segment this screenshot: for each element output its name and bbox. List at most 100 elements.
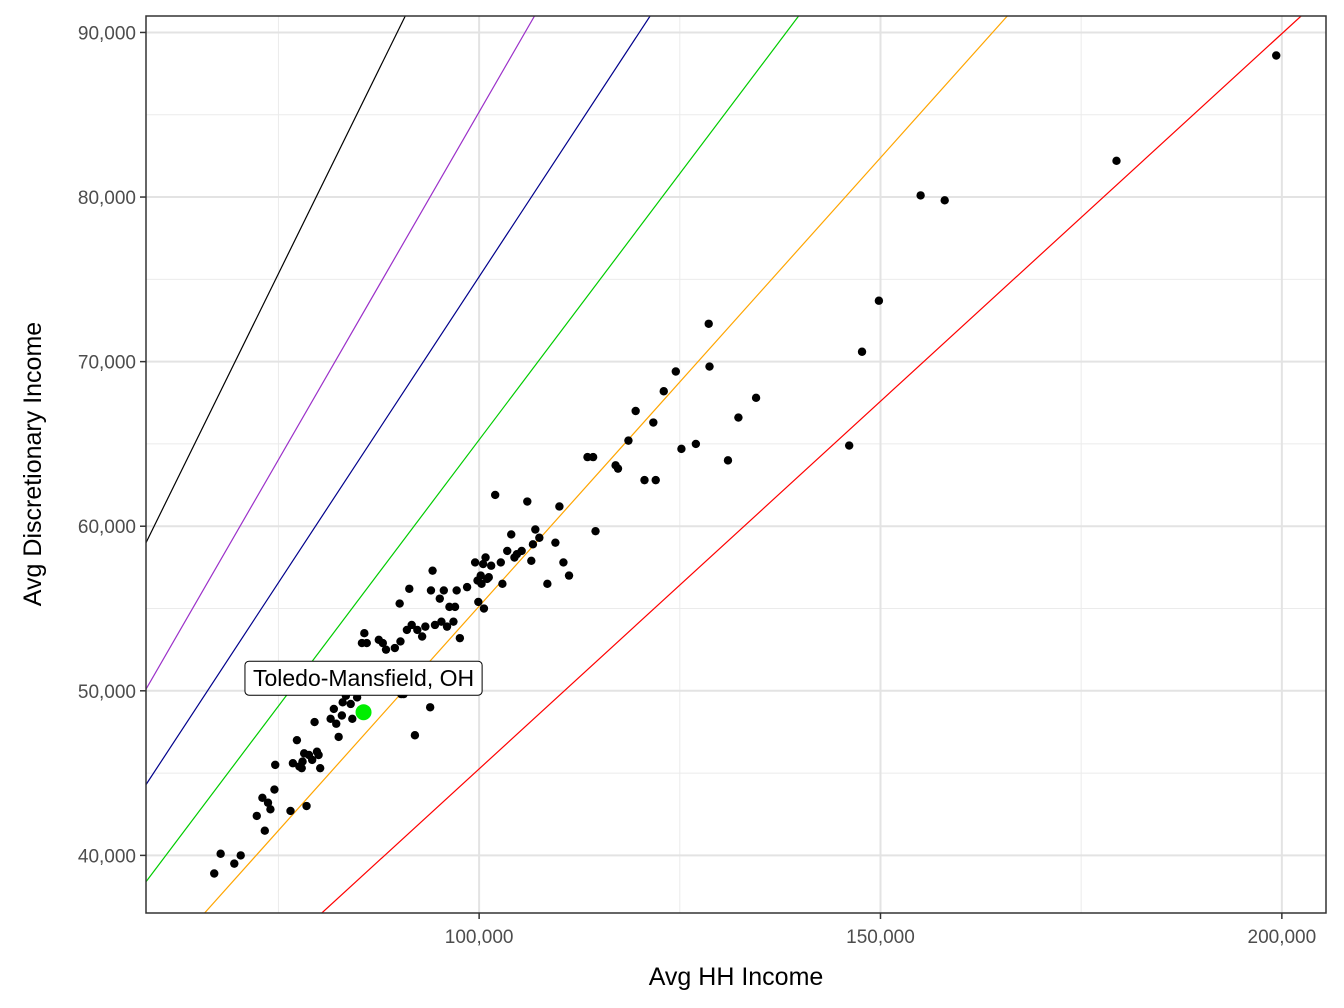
- data-point: [348, 714, 357, 723]
- reference-line: [321, 16, 1302, 913]
- data-point: [474, 597, 483, 607]
- data-point: [455, 633, 465, 643]
- data-point: [486, 561, 496, 570]
- data-point: [426, 586, 436, 595]
- data-point: [691, 439, 701, 449]
- data-point: [531, 525, 540, 534]
- data-point: [940, 196, 949, 205]
- data-point: [613, 464, 623, 473]
- reference-lines: [146, 16, 1302, 913]
- data-point: [1112, 156, 1121, 166]
- data-point: [329, 704, 339, 714]
- data-point: [479, 604, 489, 613]
- data-point: [528, 540, 538, 549]
- data-point: [470, 558, 480, 567]
- data-point: [651, 475, 660, 485]
- data-point: [286, 806, 295, 816]
- plot-background: [146, 16, 1326, 913]
- data-point: [410, 731, 420, 740]
- highlight-point: [355, 704, 372, 721]
- data-point: [437, 617, 446, 626]
- data-point: [230, 859, 239, 868]
- data-point: [484, 573, 493, 582]
- data-point: [649, 418, 658, 427]
- data-point: [857, 347, 867, 356]
- y-axis-title: Avg Discretionary Income: [19, 322, 47, 606]
- data-point: [297, 763, 306, 773]
- data-point: [298, 757, 307, 766]
- data-point: [395, 599, 404, 608]
- data-point: [591, 526, 600, 536]
- data-point: [631, 406, 640, 416]
- data-point: [435, 594, 444, 603]
- data-point: [417, 632, 427, 641]
- data-point: [476, 571, 485, 580]
- data-point: [396, 637, 405, 646]
- data-point: [390, 643, 400, 653]
- data-point: [271, 760, 280, 770]
- data-point: [263, 798, 273, 807]
- data-point: [452, 586, 461, 595]
- data-point: [723, 456, 733, 465]
- data-point: [535, 533, 544, 542]
- data-point: [430, 620, 440, 630]
- reference-line: [146, 16, 651, 785]
- data-point: [450, 602, 460, 612]
- data-point: [677, 444, 686, 454]
- data-point: [314, 750, 323, 760]
- plot-border: [145, 15, 1327, 914]
- data-point: [640, 475, 649, 485]
- major-gridlines: [146, 16, 1326, 913]
- data-point: [310, 717, 319, 727]
- data-point: [751, 393, 761, 403]
- data-point: [428, 566, 437, 575]
- data-point: [425, 703, 435, 712]
- data-point: [405, 584, 414, 593]
- data-point: [270, 785, 279, 794]
- reference-line: [146, 16, 536, 690]
- data-point: [496, 558, 506, 567]
- minor-gridlines: [146, 16, 1326, 913]
- data-point: [523, 497, 532, 506]
- data-point: [360, 629, 369, 638]
- data-point: [844, 441, 854, 450]
- data-point: [216, 849, 225, 858]
- data-point: [671, 367, 680, 376]
- data-point: [507, 530, 516, 539]
- data-point: [559, 558, 568, 567]
- data-point: [337, 711, 347, 720]
- data-point: [1272, 51, 1281, 60]
- data-point: [346, 699, 355, 709]
- reference-line: [146, 16, 406, 543]
- data-point: [266, 805, 275, 814]
- data-point: [624, 436, 633, 445]
- annotation-box: [244, 660, 483, 696]
- data-point: [315, 763, 325, 773]
- data-point: [564, 571, 574, 580]
- data-point: [378, 638, 388, 648]
- data-point: [705, 362, 714, 371]
- data-point: [332, 719, 341, 728]
- data-point: [302, 801, 311, 811]
- y-tick-label: 40,000: [78, 846, 136, 867]
- x-axis: 100,000 150,000 200,000: [445, 913, 1316, 948]
- x-tick-label: 200,000: [1248, 927, 1317, 948]
- y-tick-label: 70,000: [78, 353, 136, 374]
- data-point: [916, 191, 925, 200]
- reference-line: [146, 16, 800, 883]
- data-point: [407, 620, 416, 630]
- data-point: [481, 553, 490, 562]
- data-point: [874, 296, 884, 305]
- data-point: [334, 732, 343, 742]
- data-point: [338, 698, 347, 707]
- data-point: [734, 413, 743, 422]
- data-point: [421, 622, 430, 631]
- y-tick-label: 50,000: [78, 682, 136, 703]
- data-point: [236, 851, 245, 860]
- reference-line: [204, 16, 1008, 913]
- y-axis: 40,000 50,000 60,000 70,000 80,000 90,000: [78, 23, 146, 867]
- data-point: [478, 559, 488, 569]
- data-point: [659, 387, 668, 396]
- data-point: [258, 793, 267, 802]
